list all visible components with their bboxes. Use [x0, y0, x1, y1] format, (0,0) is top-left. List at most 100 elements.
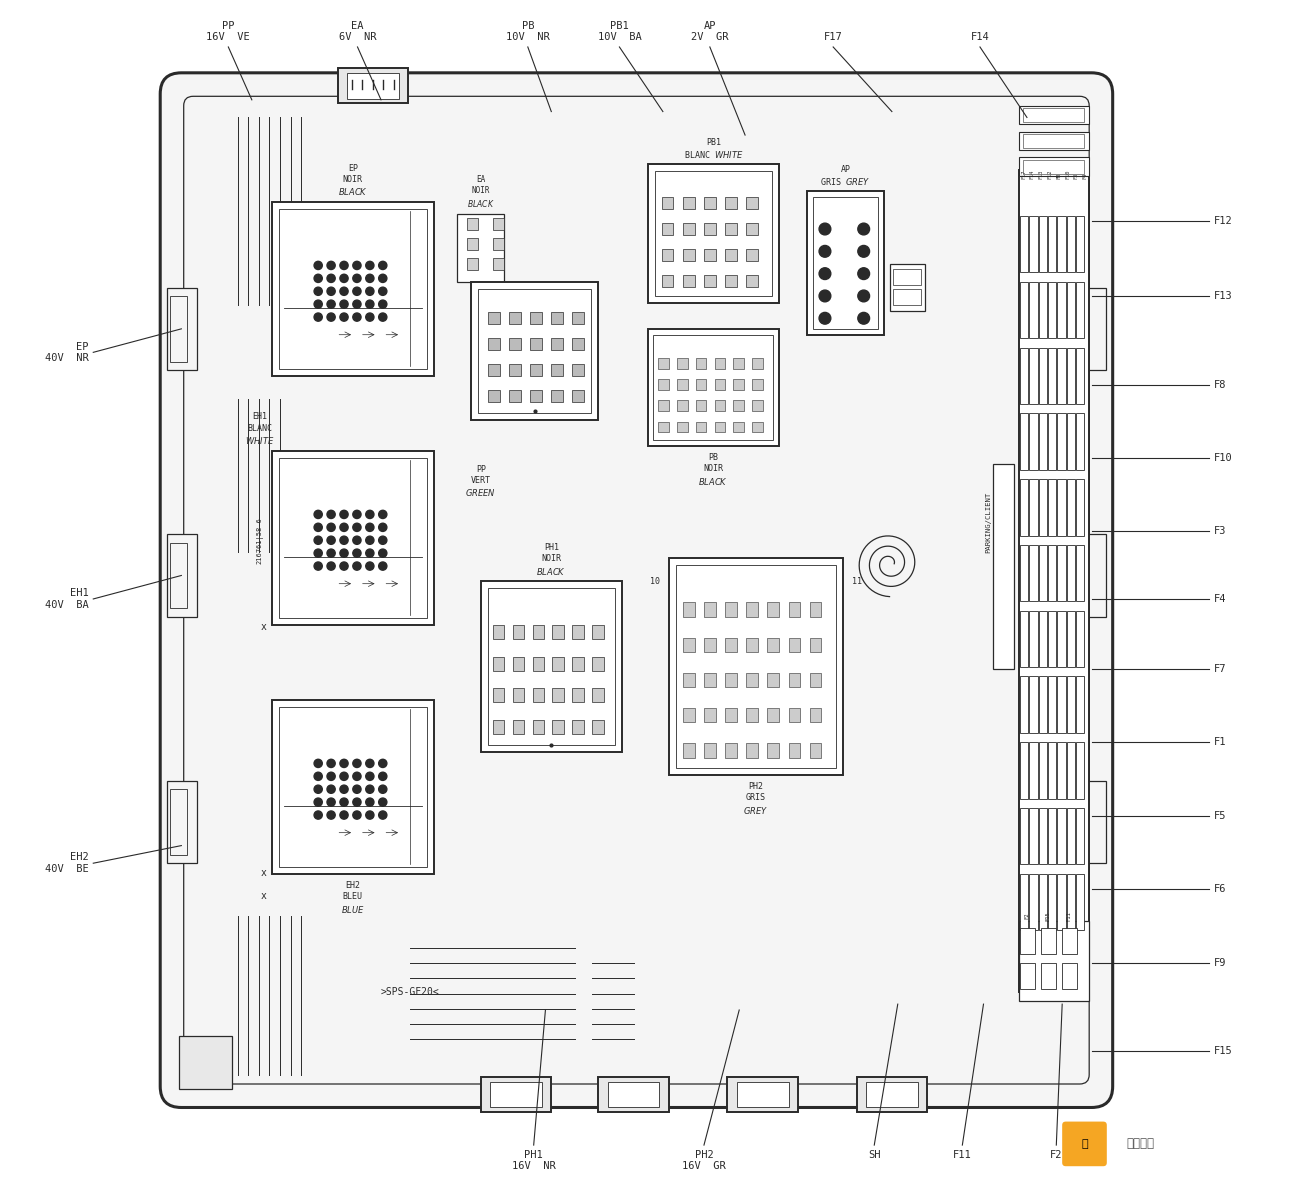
Bar — [669, 558, 842, 776]
Bar — [573, 689, 585, 703]
Text: FB: FB — [1056, 172, 1062, 179]
Circle shape — [353, 261, 361, 270]
Bar — [807, 192, 884, 334]
Bar — [167, 534, 197, 617]
Bar — [752, 400, 762, 411]
Bar — [683, 673, 695, 687]
Text: PB
NOIR
$\it{BLACK}$: PB NOIR $\it{BLACK}$ — [698, 453, 728, 487]
Bar — [532, 720, 544, 734]
Circle shape — [314, 287, 322, 295]
Bar — [1041, 963, 1056, 989]
Bar — [466, 259, 478, 270]
Bar — [1018, 171, 1089, 992]
Bar — [487, 364, 499, 375]
Circle shape — [378, 798, 386, 806]
Text: F12: F12 — [1214, 215, 1233, 226]
Bar — [746, 603, 758, 617]
Bar — [746, 673, 758, 687]
Circle shape — [340, 261, 348, 270]
Bar — [457, 214, 505, 281]
Circle shape — [340, 785, 348, 793]
Circle shape — [327, 759, 335, 767]
Bar — [532, 657, 544, 671]
Circle shape — [353, 561, 361, 570]
Bar — [788, 744, 800, 758]
Bar — [493, 219, 505, 231]
Text: F10: F10 — [1064, 169, 1070, 179]
Circle shape — [314, 524, 322, 532]
Bar — [725, 638, 737, 652]
Bar — [1067, 545, 1075, 601]
Bar — [1067, 611, 1075, 667]
Bar — [695, 379, 707, 390]
Circle shape — [365, 313, 374, 321]
Bar — [1058, 677, 1066, 733]
Bar — [1067, 281, 1075, 338]
Text: F13: F13 — [1214, 291, 1233, 301]
Bar — [573, 625, 585, 639]
Bar — [1049, 281, 1056, 338]
Circle shape — [365, 561, 374, 570]
Circle shape — [353, 524, 361, 532]
Bar — [552, 364, 562, 375]
Bar — [1020, 217, 1028, 272]
Bar — [1049, 873, 1056, 930]
Bar — [1058, 217, 1066, 272]
Bar — [552, 390, 562, 401]
Circle shape — [378, 548, 386, 557]
Text: PP
16V  VE: PP 16V VE — [206, 21, 250, 42]
Circle shape — [353, 548, 361, 557]
Circle shape — [340, 300, 348, 308]
Bar — [1029, 545, 1038, 601]
Circle shape — [327, 274, 335, 282]
Bar — [170, 295, 187, 361]
Bar — [487, 390, 499, 401]
Bar — [1076, 413, 1084, 470]
Bar — [704, 744, 716, 758]
Circle shape — [365, 759, 374, 767]
Bar — [1049, 545, 1056, 601]
Bar — [1076, 534, 1105, 617]
Text: PB
10V  NR: PB 10V NR — [506, 21, 549, 42]
Bar — [487, 588, 615, 745]
Bar — [1049, 347, 1056, 404]
Bar — [1076, 782, 1105, 863]
Bar — [1067, 743, 1075, 799]
Circle shape — [858, 312, 870, 324]
Text: EH1
BLANC
$\it{WHITE}$: EH1 BLANC $\it{WHITE}$ — [246, 412, 275, 446]
Bar — [677, 400, 687, 411]
Bar — [704, 603, 716, 617]
Circle shape — [353, 798, 361, 806]
Bar — [809, 673, 821, 687]
Text: EH1
40V  BA: EH1 40V BA — [45, 588, 88, 610]
Text: F12: F12 — [1047, 169, 1053, 179]
Circle shape — [340, 511, 348, 519]
Bar — [715, 358, 725, 368]
Bar — [662, 250, 674, 261]
Bar — [1076, 545, 1084, 601]
Bar — [683, 744, 695, 758]
Bar — [1020, 873, 1028, 930]
Bar — [487, 312, 499, 324]
Circle shape — [353, 313, 361, 321]
Bar — [767, 603, 779, 617]
Text: x: x — [260, 891, 267, 902]
Bar — [1067, 479, 1075, 536]
Bar — [1018, 106, 1089, 125]
Bar — [1038, 743, 1047, 799]
Circle shape — [858, 246, 870, 258]
Bar — [1020, 807, 1028, 864]
Circle shape — [365, 274, 374, 282]
Bar — [509, 312, 520, 324]
Bar — [746, 274, 758, 286]
Circle shape — [327, 798, 335, 806]
Text: F14: F14 — [971, 32, 989, 42]
Bar — [532, 689, 544, 703]
Bar — [788, 709, 800, 723]
Bar — [654, 172, 773, 295]
Bar — [1041, 927, 1056, 953]
Circle shape — [314, 300, 322, 308]
Bar — [767, 673, 779, 687]
Bar — [890, 265, 925, 311]
Circle shape — [314, 313, 322, 321]
